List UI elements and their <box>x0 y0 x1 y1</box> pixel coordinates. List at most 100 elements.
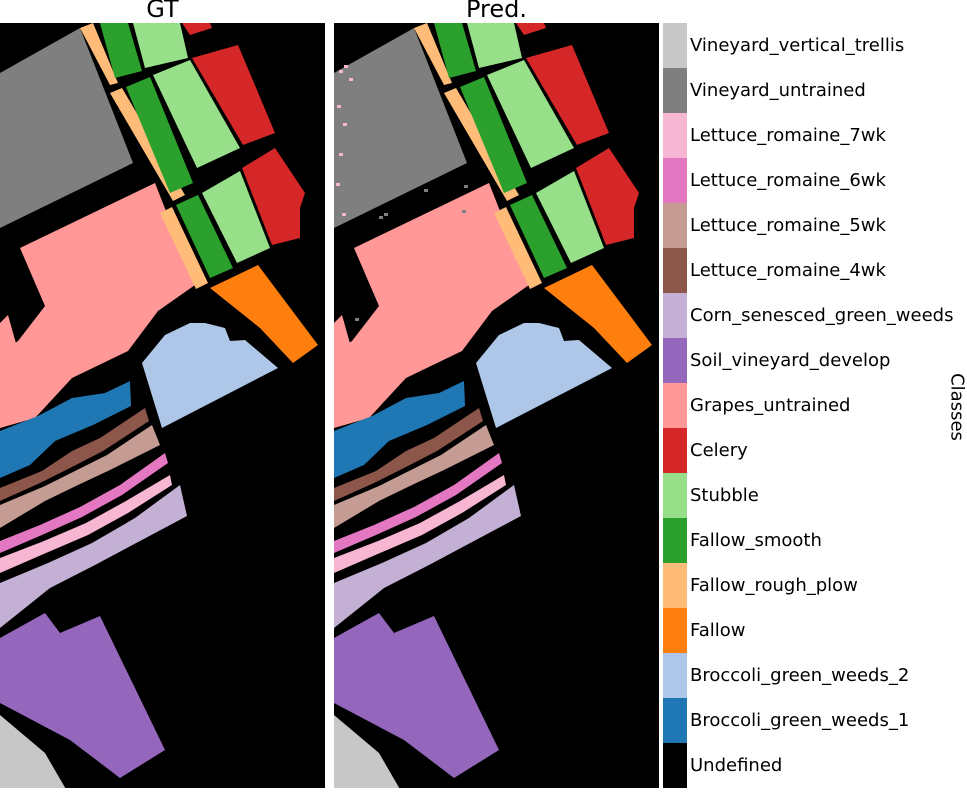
misclassified-speck <box>337 105 341 108</box>
field-vineyard-vertical-trellis <box>0 715 66 788</box>
field-fallow <box>210 265 318 363</box>
misclassified-speck <box>424 189 428 192</box>
gt-title: GT <box>146 0 179 23</box>
misclassified-speck <box>342 213 346 216</box>
colorbar-swatch-broccoli-green-weeds-2 <box>663 653 687 699</box>
colorbar-label-broccoli-green-weeds-2: Broccoli_green_weeds_2 <box>690 664 910 686</box>
field-soil-vineyard-develop <box>0 613 165 778</box>
colorbar-swatch-vineyard-untrained <box>663 68 687 114</box>
misclassified-speck <box>339 70 343 73</box>
colorbar-swatch-undefined <box>663 743 687 788</box>
colorbar-swatch-fallow-rough-plow <box>663 563 687 609</box>
field-fallow <box>544 265 652 363</box>
colorbar-swatch-corn-senesced-green-weeds <box>663 293 687 339</box>
colorbar-swatch-broccoli-green-weeds-1 <box>663 698 687 744</box>
field-celery <box>192 45 275 145</box>
field-corn-senesced-green-weeds <box>0 485 187 628</box>
colorbar-swatch-stubble <box>663 473 687 519</box>
colorbar-label-celery: Celery <box>690 439 748 461</box>
field-lettuce-romaine-6wk <box>334 453 502 553</box>
field-celery <box>516 23 546 35</box>
colorbar-title: Classes <box>946 373 967 441</box>
colorbar-swatch-soil-vineyard-develop <box>663 338 687 384</box>
misclassified-speck <box>379 216 383 219</box>
misclassified-speck <box>355 318 359 321</box>
colorbar-label-undefined: Undefined <box>690 754 783 776</box>
field-corn-senesced-green-weeds <box>334 485 521 628</box>
field-broccoli-green-weeds-1 <box>0 381 131 478</box>
field-fallow-smooth <box>434 23 476 78</box>
colorbar-label-corn-senesced-green-weeds: Corn_senesced_green_weeds <box>690 304 954 326</box>
field-vineyard-untrained <box>0 28 133 228</box>
misclassified-speck <box>343 123 347 126</box>
misclassified-speck <box>344 65 348 68</box>
field-fallow-rough-plow <box>80 23 118 85</box>
colorbar-label-lettuce-romaine-5wk: Lettuce_romaine_5wk <box>690 214 886 236</box>
field-lettuce-romaine-4wk <box>0 408 149 501</box>
field-lettuce-romaine-7wk <box>0 475 172 573</box>
colorbar-label-fallow-rough-plow: Fallow_rough_plow <box>690 574 858 596</box>
colorbar-label-grapes-untrained: Grapes_untrained <box>690 394 851 416</box>
field-broccoli-green-weeds-2 <box>142 323 278 428</box>
misclassified-speck <box>339 153 343 156</box>
colorbar-label-broccoli-green-weeds-1: Broccoli_green_weeds_1 <box>690 709 910 731</box>
colorbar-label-stubble: Stubble <box>690 484 759 506</box>
field-celery <box>242 148 305 245</box>
field-lettuce-romaine-5wk <box>0 425 160 528</box>
field-lettuce-romaine-6wk <box>0 453 168 553</box>
field-stubble <box>153 60 240 168</box>
field-vineyard-vertical-trellis <box>334 715 400 788</box>
colorbar-swatch-celery <box>663 428 687 474</box>
field-lettuce-romaine-5wk <box>334 425 494 528</box>
colorbar-swatch-vineyard-vertical-trellis <box>663 23 687 69</box>
field-stubble <box>133 23 188 68</box>
field-soil-vineyard-develop <box>334 613 499 778</box>
field-broccoli-green-weeds-1 <box>334 381 465 478</box>
colorbar-swatch-fallow-smooth <box>663 518 687 564</box>
field-stubble <box>202 171 270 263</box>
field-broccoli-green-weeds-2 <box>476 323 612 428</box>
misclassified-speck <box>349 78 353 81</box>
field-fallow-rough-plow <box>414 23 452 85</box>
classes-colorbar <box>663 23 687 788</box>
field-fallow-rough-plow <box>160 207 208 289</box>
misclassified-speck <box>462 210 466 213</box>
colorbar-label-fallow-smooth: Fallow_smooth <box>690 529 822 551</box>
field-fallow-smooth <box>510 195 567 278</box>
colorbar-label-vineyard-untrained: Vineyard_untrained <box>690 79 866 101</box>
field-fallow-rough-plow <box>494 207 542 289</box>
field-fallow-smooth <box>460 77 527 193</box>
field-grapes-untrained <box>334 183 529 428</box>
field-fallow-smooth <box>126 77 193 193</box>
colorbar-swatch-lettuce-romaine-6wk <box>663 158 687 204</box>
colorbar-label-vineyard-vertical-trellis: Vineyard_vertical_trellis <box>690 34 905 56</box>
field-grapes-untrained <box>0 183 195 428</box>
gt-map-panel <box>0 23 325 788</box>
colorbar-swatch-lettuce-romaine-4wk <box>663 248 687 294</box>
field-grapes-untrained <box>334 315 364 408</box>
field-stubble <box>467 23 522 68</box>
field-stubble <box>487 60 574 168</box>
colorbar-label-fallow: Fallow <box>690 619 746 641</box>
field-grapes-untrained <box>0 315 30 408</box>
field-fallow-smooth <box>176 195 233 278</box>
colorbar-swatch-grapes-untrained <box>663 383 687 429</box>
colorbar-swatch-lettuce-romaine-5wk <box>663 203 687 249</box>
colorbar-swatch-fallow <box>663 608 687 654</box>
colorbar-label-lettuce-romaine-6wk: Lettuce_romaine_6wk <box>690 169 886 191</box>
misclassified-speck <box>384 213 388 216</box>
field-celery <box>526 45 609 145</box>
field-stubble <box>536 171 604 263</box>
colorbar-swatch-lettuce-romaine-7wk <box>663 113 687 159</box>
pred-map-panel <box>334 23 659 788</box>
colorbar-label-lettuce-romaine-4wk: Lettuce_romaine_4wk <box>690 259 886 281</box>
field-vineyard-untrained <box>334 28 467 228</box>
field-lettuce-romaine-4wk <box>334 408 483 501</box>
field-celery <box>576 148 639 245</box>
misclassified-speck <box>336 183 340 186</box>
field-lettuce-romaine-7wk <box>334 475 506 573</box>
field-celery <box>182 23 212 35</box>
colorbar-label-soil-vineyard-develop: Soil_vineyard_develop <box>690 349 891 371</box>
field-fallow-smooth <box>100 23 142 78</box>
misclassified-speck <box>464 185 468 188</box>
